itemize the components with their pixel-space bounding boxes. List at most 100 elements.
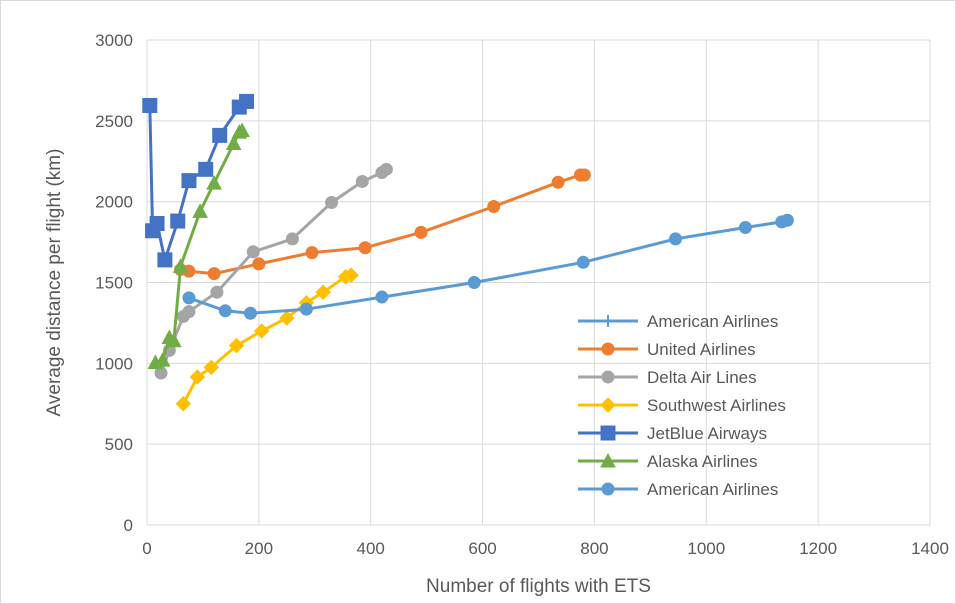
data-point <box>577 168 591 182</box>
data-point <box>142 97 158 113</box>
data-point <box>181 173 197 189</box>
legend-item: American Airlines <box>578 480 778 499</box>
data-point <box>218 304 232 318</box>
x-tick-label: 400 <box>357 539 385 558</box>
data-point <box>358 241 372 255</box>
legend-item: Alaska Airlines <box>578 452 758 471</box>
series-6 <box>182 213 794 320</box>
y-tick-label: 1000 <box>95 354 133 373</box>
x-tick-label: 1000 <box>687 539 725 558</box>
legend-marker <box>601 370 615 384</box>
data-point <box>192 203 208 218</box>
data-point <box>467 276 481 289</box>
legend-label: JetBlue Airways <box>647 424 767 443</box>
data-point <box>246 245 260 259</box>
series-2 <box>154 162 393 380</box>
data-point <box>325 195 339 209</box>
data-point <box>780 213 794 227</box>
data-point <box>253 323 270 339</box>
legend-marker <box>600 452 616 468</box>
legend-label: United Airlines <box>647 340 756 359</box>
series-5 <box>147 122 250 370</box>
gridlines <box>146 39 931 526</box>
series-line <box>188 218 788 315</box>
legend-label: American Airlines <box>647 480 778 499</box>
x-tick-label: 1400 <box>911 539 949 558</box>
x-tick-label: 1200 <box>799 539 837 558</box>
legend: American Airlines United Airlines Delta Ai… <box>578 312 786 499</box>
tick-labels: 0 200 400 600 800 1000 1200 1400 0 500 1000 1500 200… <box>95 31 949 558</box>
data-point <box>355 174 369 188</box>
legend-marker <box>602 315 614 327</box>
data-point <box>305 246 319 260</box>
legend-marker <box>600 397 616 413</box>
y-tick-label: 1500 <box>95 274 133 293</box>
y-tick-label: 0 <box>124 516 133 535</box>
data-point <box>206 175 222 190</box>
data-point <box>738 221 752 235</box>
y-axis-title: Average distance per flight (km) <box>44 149 65 417</box>
x-tick-label: 0 <box>142 539 151 558</box>
data-point <box>228 337 245 354</box>
series-line <box>182 273 352 405</box>
y-tick-label: 2500 <box>95 112 133 131</box>
data-point <box>212 127 228 143</box>
data-point <box>414 225 428 239</box>
legend-label: Southwest Airlines <box>647 396 786 415</box>
data-point <box>210 285 224 299</box>
x-tick-label: 200 <box>245 539 273 558</box>
legend-item: United Airlines <box>578 340 756 359</box>
legend-item: Delta Air Lines <box>578 368 757 387</box>
data-point <box>225 135 242 150</box>
series-line <box>148 100 248 262</box>
x-tick-label: 800 <box>580 539 608 558</box>
y-tick-label: 2000 <box>95 193 133 212</box>
data-point <box>157 252 173 268</box>
data-point <box>379 162 393 176</box>
series-layer <box>142 93 794 412</box>
series-3 <box>175 267 359 412</box>
data-point <box>170 213 186 229</box>
legend-item: American Airlines <box>578 312 778 331</box>
data-point <box>175 396 192 412</box>
data-point <box>252 257 266 271</box>
y-tick-label: 3000 <box>95 31 133 50</box>
legend-marker <box>601 342 615 356</box>
x-tick-label: 600 <box>468 539 496 558</box>
data-point <box>487 200 501 214</box>
data-point <box>551 175 565 189</box>
data-point <box>234 122 250 138</box>
data-point <box>315 284 331 300</box>
data-point <box>182 291 196 305</box>
legend-marker <box>601 482 615 496</box>
data-point <box>239 93 255 109</box>
x-axis-title: Number of flights with ETS <box>426 576 651 597</box>
data-point <box>576 255 590 269</box>
data-point <box>375 290 389 304</box>
series-1 <box>174 168 591 281</box>
data-point <box>189 369 206 385</box>
legend-item: JetBlue Airways <box>578 424 767 443</box>
data-point <box>172 258 189 273</box>
data-point <box>166 332 182 348</box>
legend-label: American Airlines <box>647 312 778 331</box>
legend-label: Delta Air Lines <box>647 368 757 387</box>
data-point <box>149 215 165 231</box>
legend-label: Alaska Airlines <box>647 452 758 471</box>
data-point <box>285 232 299 246</box>
data-point <box>182 305 196 319</box>
legend-item: Southwest Airlines <box>578 396 786 415</box>
series-line <box>180 173 585 276</box>
data-point <box>299 302 313 316</box>
data-point <box>279 310 295 326</box>
legend-marker <box>600 425 616 441</box>
data-point <box>669 232 683 246</box>
series-4 <box>142 93 255 268</box>
data-point <box>203 359 220 376</box>
y-tick-label: 500 <box>105 435 133 454</box>
data-point <box>343 267 359 283</box>
data-point <box>207 267 221 281</box>
data-point <box>154 352 171 367</box>
data-point <box>198 161 214 177</box>
